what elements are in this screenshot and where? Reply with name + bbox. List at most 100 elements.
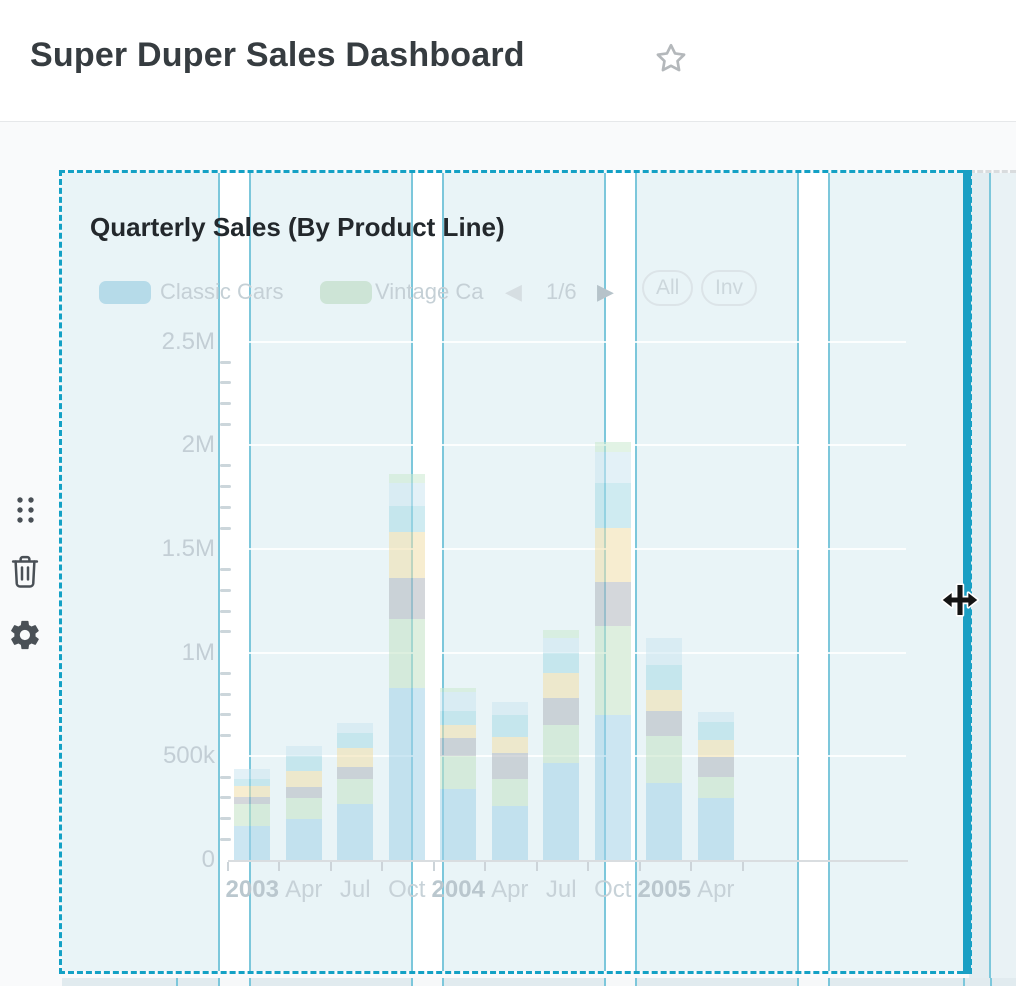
bar-segment bbox=[234, 778, 271, 786]
bar-segment bbox=[285, 787, 322, 798]
bar-segment bbox=[234, 804, 271, 826]
bar-segment bbox=[594, 582, 631, 626]
sliver-gutter bbox=[604, 978, 637, 986]
gear-icon[interactable] bbox=[8, 617, 42, 658]
legend-prev-page-icon[interactable]: ◀ bbox=[505, 279, 522, 304]
x-axis-tick bbox=[535, 862, 538, 871]
bar-segment bbox=[594, 625, 631, 715]
bar-segment bbox=[285, 745, 322, 757]
y-minor-tick bbox=[220, 671, 231, 675]
y-gridline bbox=[230, 444, 906, 447]
x-axis-label: Oct bbox=[388, 876, 426, 903]
bar-segment bbox=[543, 629, 580, 639]
sliver-grid-line bbox=[176, 978, 178, 986]
y-minor-tick bbox=[220, 609, 231, 613]
dashboard-title: Super Duper Sales Dashboard bbox=[30, 36, 525, 74]
y-minor-tick bbox=[220, 713, 231, 717]
bar-segment bbox=[491, 714, 528, 737]
y-minor-tick bbox=[220, 796, 231, 800]
x-axis-tick bbox=[226, 862, 229, 871]
bar-segment bbox=[646, 710, 683, 736]
bar-segment bbox=[440, 687, 477, 692]
y-minor-tick bbox=[220, 526, 231, 530]
x-axis-label: Apr bbox=[285, 876, 323, 903]
dashboard-card-quarterly-sales[interactable]: Quarterly Sales (By Product Line) Classi… bbox=[59, 170, 972, 974]
y-axis-label: 2.5M bbox=[161, 327, 215, 355]
bar-segment bbox=[337, 779, 374, 804]
bar-segment bbox=[337, 748, 374, 767]
bar-segment bbox=[337, 733, 374, 748]
y-minor-tick bbox=[220, 775, 231, 779]
x-axis-label: Jul bbox=[545, 876, 577, 903]
trash-icon[interactable] bbox=[10, 554, 40, 596]
grid-next-column-strip bbox=[969, 173, 989, 986]
legend-page-indicator: 1/6 bbox=[546, 279, 577, 304]
chart-legend: Classic Cars Vintage Ca ◀ 1/6 ▶ All Inv bbox=[62, 270, 969, 310]
legend-all-button[interactable]: All bbox=[642, 270, 694, 306]
bar-segment bbox=[594, 442, 631, 453]
y-axis-label: 1.5M bbox=[161, 534, 215, 562]
x-axis-tick bbox=[381, 862, 383, 871]
bar-segment bbox=[646, 689, 683, 711]
legend-label-vintage-cars[interactable]: Vintage Ca bbox=[375, 279, 484, 304]
x-axis-line bbox=[228, 860, 908, 862]
bar-segment bbox=[646, 783, 683, 860]
grid-column-line bbox=[989, 173, 991, 986]
x-axis-tick bbox=[329, 862, 332, 871]
y-minor-tick bbox=[220, 630, 231, 634]
bar-segment bbox=[388, 687, 425, 860]
bar-segment bbox=[285, 756, 322, 771]
bar-segment bbox=[440, 710, 477, 726]
bar-segment bbox=[234, 796, 271, 804]
x-axis-tick bbox=[690, 862, 692, 871]
bar-segment bbox=[440, 756, 477, 790]
bar-segment bbox=[491, 753, 528, 780]
y-minor-tick bbox=[220, 588, 231, 592]
y-minor-tick bbox=[220, 381, 231, 385]
bar-segment bbox=[337, 766, 374, 780]
bar-segment bbox=[543, 638, 580, 653]
bar-segment bbox=[491, 736, 528, 754]
legend-swatch-classic-cars bbox=[99, 281, 151, 304]
bar-segment bbox=[697, 722, 734, 740]
bar-segment bbox=[440, 789, 477, 860]
bar-segment bbox=[388, 577, 425, 620]
grid-gutter bbox=[797, 173, 830, 971]
bar-segment bbox=[337, 804, 374, 860]
x-axis-tick bbox=[278, 862, 280, 871]
favorite-star-icon[interactable] bbox=[652, 40, 690, 78]
y-minor-tick bbox=[220, 505, 231, 509]
x-axis-label: 2005 bbox=[637, 876, 691, 903]
bar-segment bbox=[388, 532, 425, 578]
next-row-grid-sliver bbox=[62, 978, 1016, 986]
bar-segment bbox=[234, 768, 271, 779]
legend-inv-button[interactable]: Inv bbox=[701, 270, 758, 306]
sliver-grid-line bbox=[990, 978, 992, 986]
bar-segment bbox=[646, 735, 683, 784]
legend-next-page-icon[interactable]: ▶ bbox=[597, 279, 614, 304]
x-axis-tick bbox=[638, 862, 641, 871]
dashboard-header: Super Duper Sales Dashboard bbox=[0, 0, 1016, 122]
bar-segment bbox=[440, 737, 477, 757]
bar-segment bbox=[388, 506, 425, 533]
bar-segment bbox=[646, 638, 683, 666]
y-axis-label: 1M bbox=[181, 638, 215, 666]
bar-segment bbox=[594, 452, 631, 483]
y-minor-tick bbox=[220, 692, 231, 696]
y-minor-tick bbox=[220, 402, 231, 406]
bar-segment bbox=[388, 482, 425, 507]
grid-dashed-top-extension bbox=[969, 170, 1016, 173]
sliver-gutter bbox=[797, 978, 830, 986]
bar-segment bbox=[697, 739, 734, 758]
bar-segment bbox=[440, 692, 477, 711]
stacked-bar-chart: 0 500k 1M 1.5M 2M 2.5M 2003 Apr Jul Oct 2004 Apr Jul… bbox=[62, 173, 969, 971]
drag-handle-icon[interactable] bbox=[16, 496, 36, 529]
y-minor-tick bbox=[220, 817, 231, 821]
bar-segment bbox=[646, 665, 683, 690]
card-right-resize-edge[interactable] bbox=[963, 170, 971, 974]
x-axis-tick bbox=[587, 862, 589, 871]
x-axis-label: Oct bbox=[594, 876, 632, 903]
x-axis-tick bbox=[432, 862, 435, 871]
legend-label-classic-cars[interactable]: Classic Cars bbox=[160, 279, 284, 304]
